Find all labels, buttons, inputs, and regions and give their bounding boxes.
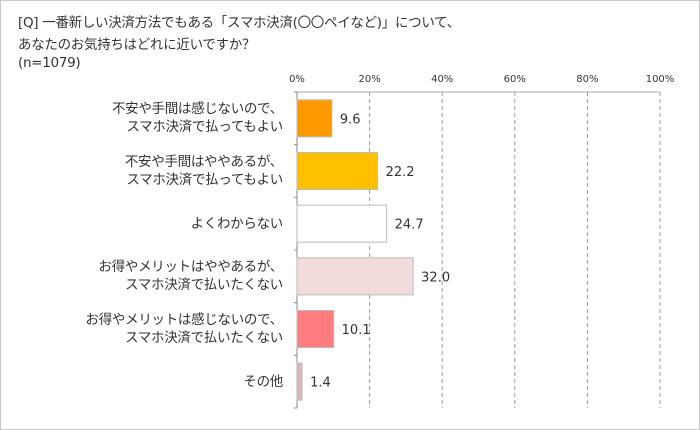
category-label: 不安や手間はややあるが、 スマホ決済で払ってもよい: [124, 154, 283, 188]
value-label: 1.4: [310, 376, 331, 391]
bar: [296, 362, 303, 401]
x-tick-label: 80%: [576, 74, 598, 85]
question-line-2: あなたのお気持ちはどれに近いですか？: [18, 37, 256, 53]
value-label: 32.0: [421, 270, 450, 285]
bar: [296, 257, 414, 296]
x-tick-label: 60%: [504, 74, 526, 85]
bar: [296, 204, 388, 243]
value-label: 22.2: [386, 165, 415, 180]
value-label: 10.1: [342, 323, 371, 338]
value-label: 9.6: [340, 112, 361, 127]
category-label: よくわからない: [190, 215, 284, 232]
category-label: お得やメリットは感じないので、 スマホ決済で払いたくない: [85, 312, 284, 346]
sample-size: (n=1079): [18, 55, 81, 71]
bar: [296, 152, 379, 190]
category-label: お得やメリットはややあるが、 スマホ決済で払いたくない: [98, 259, 283, 294]
value-label: 24.7: [395, 218, 424, 233]
x-tick-label: 40%: [431, 74, 453, 85]
question-line-1: [Q] 一番新しい決済方法でもある「スマホ決済(〇〇ペイなど)」について、: [18, 15, 460, 31]
x-tick-label: 0%: [289, 74, 305, 85]
category-label: 不安や手間は感じないので、 スマホ決済で払ってもよい: [111, 101, 283, 136]
category-label: その他: [243, 373, 283, 390]
x-tick-label: 100%: [646, 74, 675, 85]
bar: [296, 99, 333, 138]
bar: [296, 310, 335, 348]
x-tick-label: 20%: [358, 74, 380, 85]
